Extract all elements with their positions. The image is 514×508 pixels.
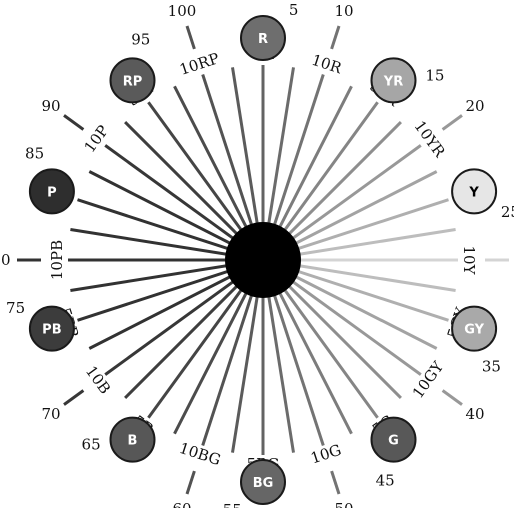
hue-number: 25 <box>501 203 514 221</box>
hue-label: 10B <box>82 362 114 397</box>
hue-number: 90 <box>41 97 60 115</box>
number-tick <box>63 114 85 131</box>
number-tick <box>441 114 463 131</box>
hue-number: 15 <box>425 67 444 85</box>
hue-disc-gy <box>451 305 498 352</box>
number-tick <box>185 470 196 495</box>
number-tick <box>330 25 341 50</box>
hue-number: 60 <box>172 500 191 508</box>
hue-number: 85 <box>25 145 44 163</box>
hue-number: 5 <box>289 1 299 19</box>
number-tick <box>185 25 196 50</box>
hue-disc-pb <box>28 305 75 352</box>
hue-disc-label: GY <box>464 323 484 338</box>
hue-number: 65 <box>82 435 101 453</box>
hue-disc-label: G <box>388 434 399 449</box>
hue-number: 95 <box>131 31 150 49</box>
hue-disc-rp <box>109 57 156 104</box>
center-hub <box>225 222 301 298</box>
hue-number: 40 <box>465 405 484 423</box>
hue-disc-label: BG <box>253 476 274 491</box>
hue-disc-y <box>451 168 498 215</box>
hue-disc-label: PB <box>42 323 61 338</box>
hue-number: 10 <box>334 2 353 20</box>
hue-label: 10GY <box>409 357 448 401</box>
hue-disc-label: YR <box>383 74 403 89</box>
hue-label: 10PB <box>48 240 66 280</box>
hue-disc-label: Y <box>468 185 479 200</box>
hue-disc-yr <box>370 57 417 104</box>
hue-label: 10YR <box>410 117 449 161</box>
number-tick <box>441 389 463 406</box>
hue-number: 50 <box>334 500 353 508</box>
hue-label: 10RP <box>177 49 221 79</box>
hue-disc-r <box>240 15 286 61</box>
hue-disc-bg <box>240 459 286 505</box>
hue-disc-label: R <box>258 32 268 47</box>
hue-label: 10P <box>81 122 113 156</box>
hue-number: 75 <box>6 299 25 317</box>
hue-disc-b <box>109 416 156 463</box>
hue-disc-g <box>370 416 417 463</box>
principal-hue-discs: R YR Y GY G BG B PB P RP <box>28 15 498 505</box>
number-tick <box>63 389 85 406</box>
hue-number: 20 <box>465 97 484 115</box>
hue-disc-p <box>28 168 75 215</box>
hue-number: 70 <box>41 405 60 423</box>
hue-number: 80 <box>0 251 11 269</box>
hue-label: 10BG <box>177 439 223 469</box>
hue-disc-label: B <box>128 434 138 449</box>
hue-label: 10G <box>308 441 343 468</box>
number-tick <box>330 470 341 495</box>
hue-number: 100 <box>168 2 197 20</box>
hue-number: 35 <box>482 358 501 376</box>
hue-disc-label: RP <box>123 74 143 89</box>
hue-number: 45 <box>376 471 395 489</box>
hue-disc-label: P <box>47 185 57 200</box>
hue-number: 55 <box>223 501 242 508</box>
hue-label: 10Y <box>460 246 478 276</box>
hue-label: 10R <box>309 51 344 78</box>
